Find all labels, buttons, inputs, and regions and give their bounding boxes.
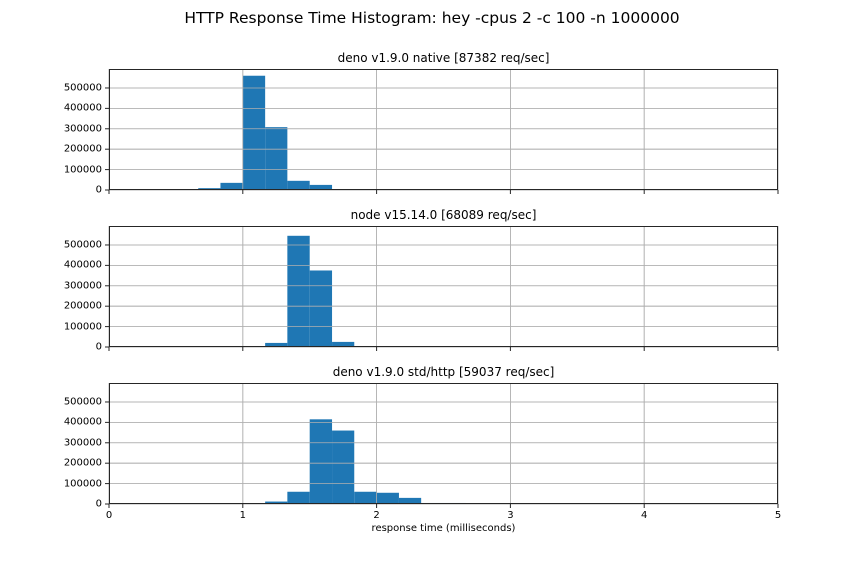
y-tick-label: 400000 [63,416,102,428]
histogram-bar [220,182,243,190]
subplot-node: node v15.14.0 [68089 req/sec] 0 100000 200… [64,208,779,353]
y-tick-label: 200000 [63,143,102,155]
y-tick-label: 0 [95,184,102,196]
x-tick-label: 3 [507,510,514,521]
x-tick-label: 1 [239,510,246,521]
histogram-bar [265,501,288,504]
histogram-bar [287,491,310,504]
y-tick-label: 100000 [63,321,102,333]
histogram-bar [354,491,377,504]
histogram-plot-area [105,226,779,351]
histogram-bar [265,127,288,190]
subplot-title: node v15.14.0 [68089 req/sec] [350,208,537,222]
x-tick-label: 2 [373,510,380,521]
figure-title: HTTP Response Time Histogram: hey -cpus … [184,9,680,27]
histogram-bar [265,342,288,347]
y-tick-label: 300000 [63,280,102,292]
y-tick-label: 300000 [63,437,102,449]
y-tick-label: 0 [95,341,102,353]
axes-frame [109,383,778,504]
histogram-bar [309,184,333,190]
histogram-bar [376,492,399,504]
subplot-deno-std-http: deno v1.9.0 std/http [59037 req/sec] 0 10… [64,365,781,521]
y-tick-label: 500000 [63,239,102,251]
x-tick-label: 0 [105,510,113,521]
x-tick-label: 4 [641,510,648,521]
y-tick-label: 100000 [63,164,102,176]
x-tick-label: 5 [774,510,782,521]
x-axis-label: response time (milliseconds) [371,523,516,534]
histogram-bar [242,75,266,190]
y-tick-label: 0 [95,498,102,510]
y-tick-label: 200000 [63,300,102,312]
y-tick-label: 400000 [63,259,102,271]
histogram-bar [287,235,310,347]
y-tick-label: 200000 [63,457,102,469]
histogram-bar [309,419,333,504]
histogram-bar [398,497,422,504]
y-tick-label: 100000 [63,478,102,490]
axes-frame [109,226,778,347]
subplot-deno-native: deno v1.9.0 native [87382 req/sec] 0 1000… [64,51,779,196]
subplot-title: deno v1.9.0 std/http [59037 req/sec] [332,365,555,379]
histogram-bar [309,270,333,347]
subplot-title: deno v1.9.0 native [87382 req/sec] [337,51,550,65]
axes-frame [109,69,778,190]
histogram-plot-area [105,383,779,508]
histogram-bar [332,430,355,504]
histogram-bar [332,341,355,347]
y-tick-label: 500000 [63,396,102,408]
y-tick-label: 300000 [63,123,102,135]
histogram-bar [287,180,310,190]
y-tick-label: 500000 [63,82,102,94]
y-tick-label: 400000 [63,102,102,114]
